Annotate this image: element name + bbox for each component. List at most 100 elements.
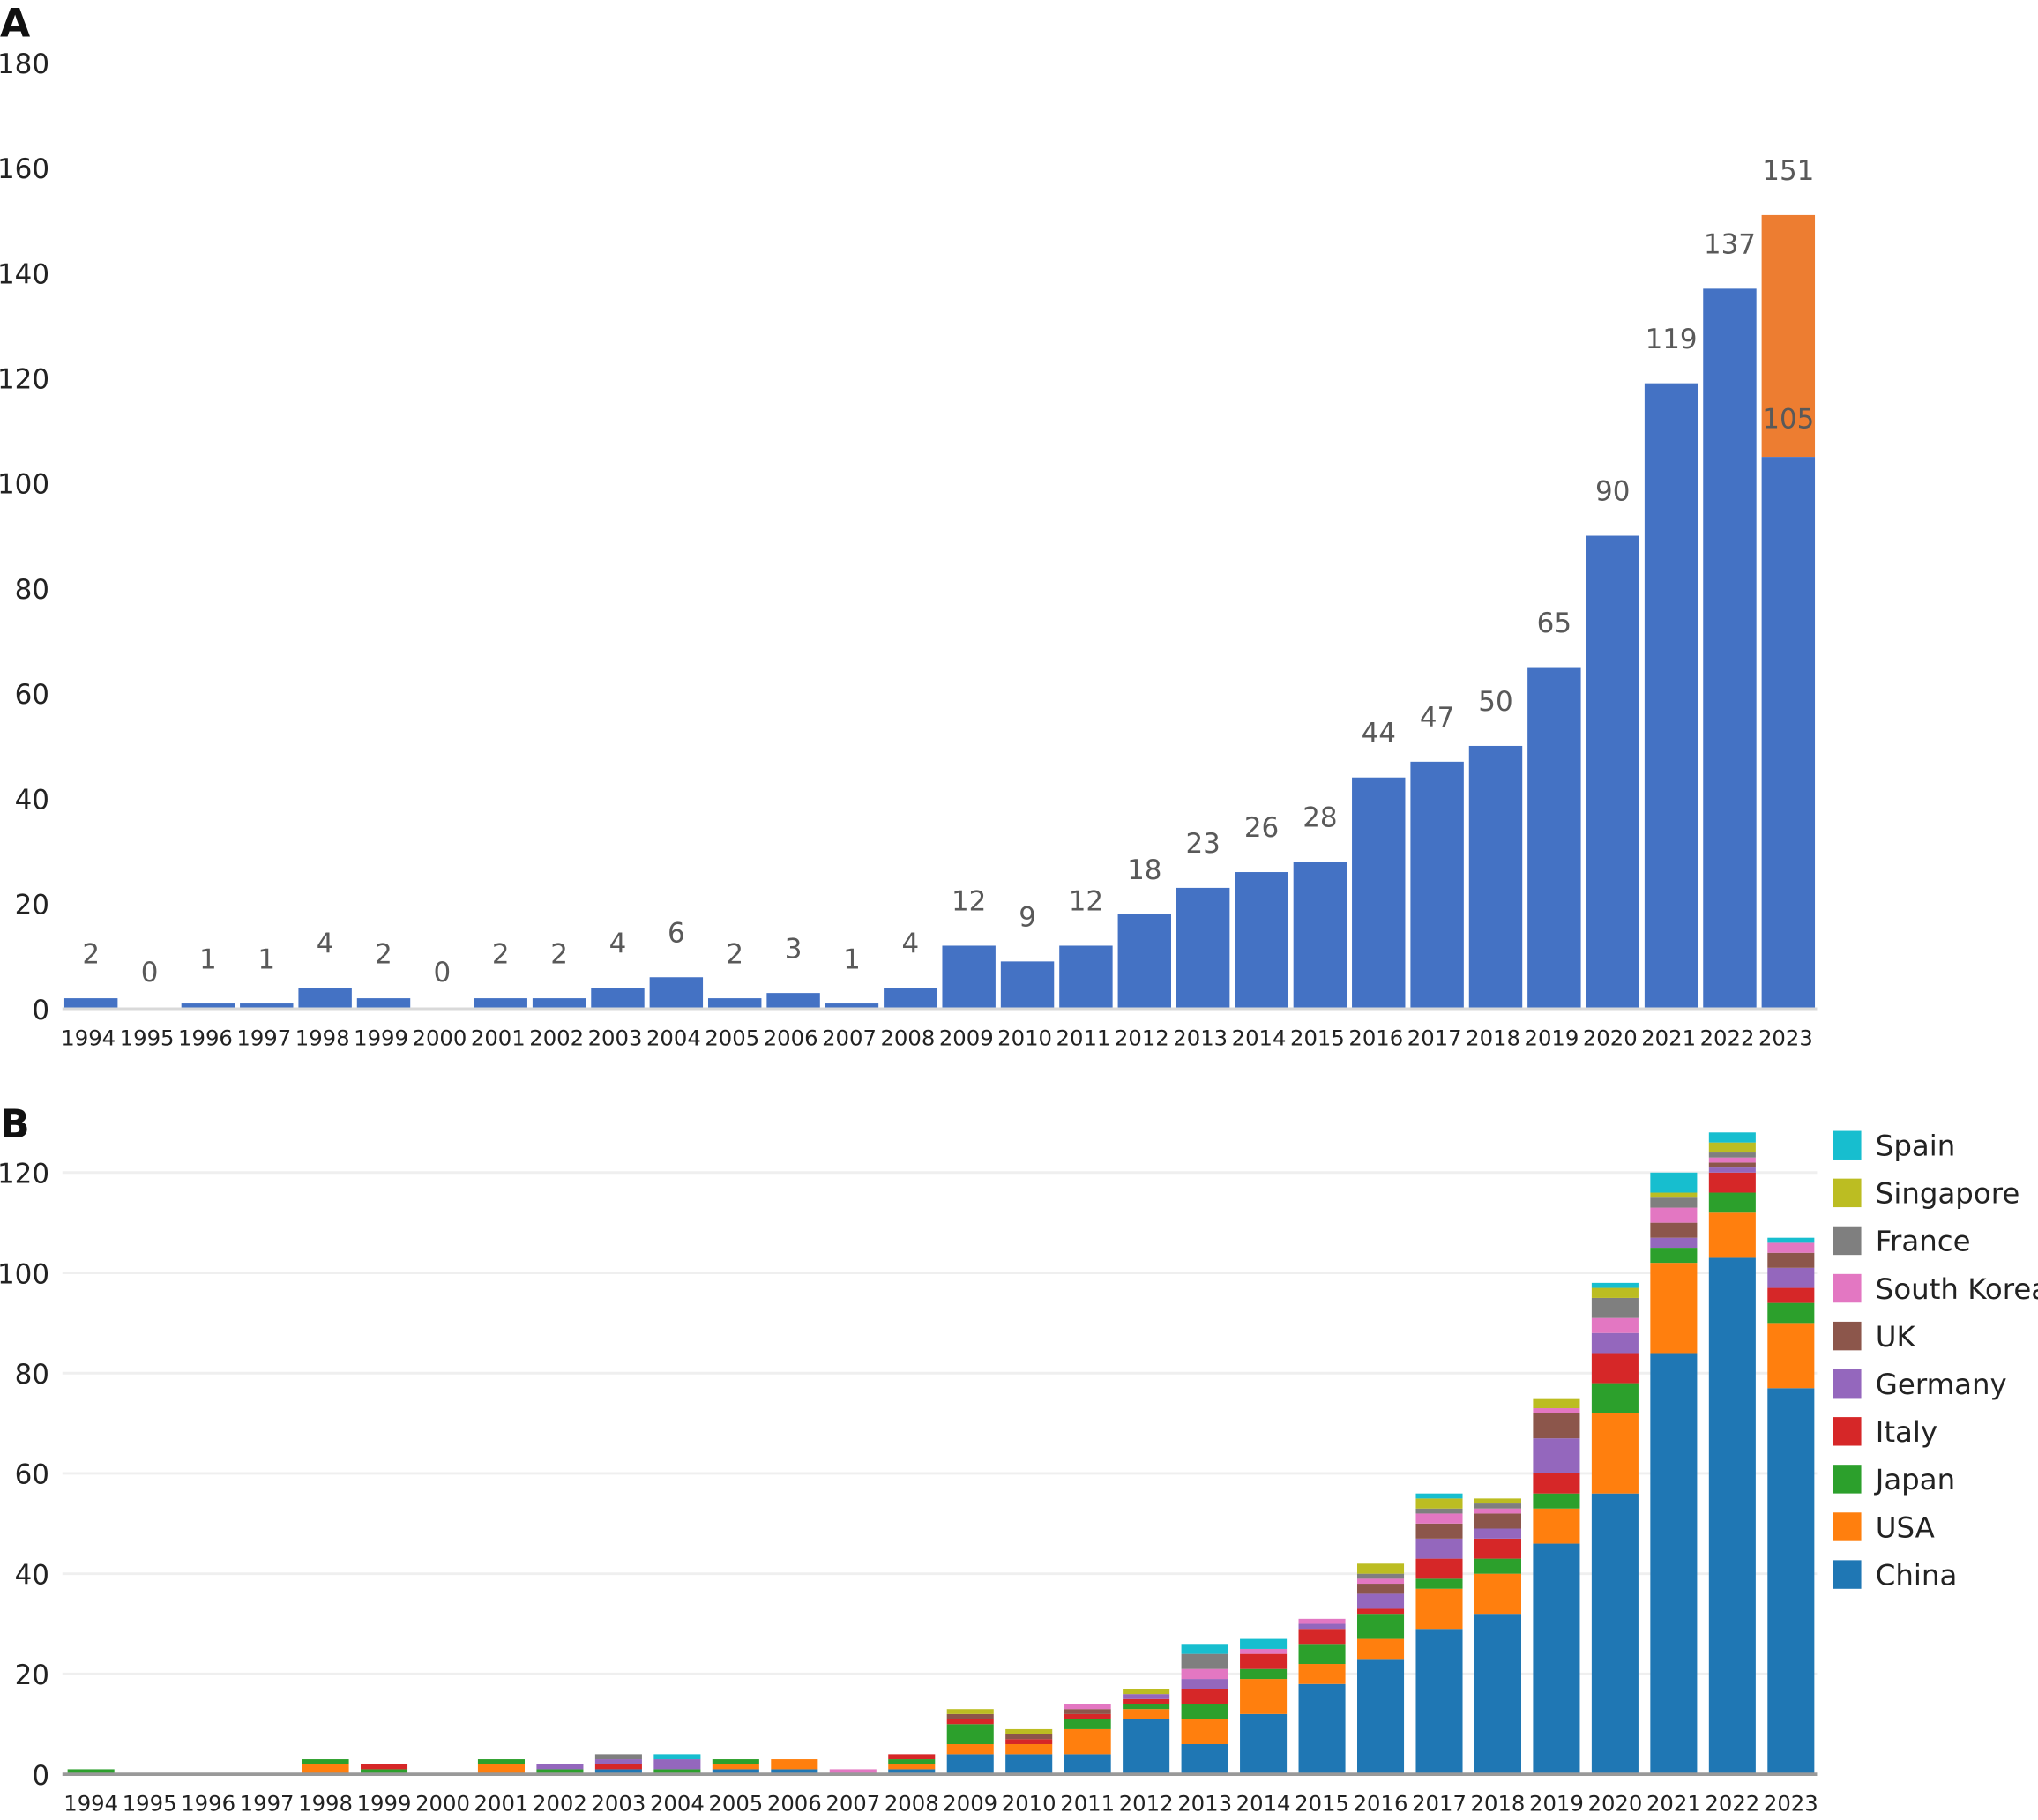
bar-segment-germany	[1708, 1167, 1756, 1173]
legend: Spain Singapore France South Korea UK Germany…	[1833, 1130, 2038, 1592]
bar-segment-germany	[1181, 1679, 1228, 1689]
bar-segment-usa	[1356, 1638, 1405, 1660]
legend-label: Spain	[1876, 1130, 1956, 1163]
x-tick-label: 2016	[1354, 1790, 1408, 1816]
bar-segment-south-korea	[1591, 1317, 1639, 1333]
bar-segment-germany	[1591, 1332, 1639, 1354]
x-tick-label: 2017	[1412, 1790, 1467, 1816]
x-tick-label: 2002	[533, 1790, 587, 1816]
x-tick-label: 1998	[295, 1025, 350, 1050]
bar-segment-italy	[1181, 1689, 1228, 1704]
y-tick-label: 160	[0, 153, 49, 185]
bar	[884, 988, 937, 1010]
x-tick-label: 2018	[1471, 1790, 1526, 1816]
bar-segment-uk	[1474, 1513, 1521, 1529]
bar-segment-spain	[1415, 1493, 1463, 1499]
bar-segment-japan	[946, 1724, 994, 1744]
x-tick-label: 2010	[997, 1025, 1052, 1050]
data-label: 65	[1537, 608, 1571, 639]
bar-segment-italy	[1415, 1558, 1463, 1579]
y-tick-label: 60	[15, 679, 49, 711]
x-tick-label: 2005	[708, 1790, 763, 1816]
data-label: 4	[901, 928, 919, 959]
bar	[1059, 945, 1113, 1010]
bar-segment-japan	[1240, 1668, 1288, 1680]
bar-segment-japan	[1767, 1302, 1815, 1324]
x-tick-label: 2012	[1115, 1025, 1169, 1050]
bar	[591, 988, 645, 1010]
bar-segment-germany	[653, 1759, 701, 1770]
bar	[942, 945, 996, 1010]
data-label: 1	[199, 944, 217, 975]
x-tick-label: 2018	[1466, 1025, 1520, 1050]
bar-segment-china	[1240, 1713, 1288, 1775]
bar-segment-usa	[1591, 1413, 1639, 1494]
data-label: 151	[1762, 155, 1814, 187]
y-tick-label: 140	[0, 258, 49, 290]
bar	[707, 998, 762, 1010]
bar-segment-italy	[1767, 1287, 1815, 1303]
bar-segment-usa	[477, 1764, 525, 1775]
bar-segment-france	[1708, 1152, 1756, 1158]
data-label: 47	[1420, 702, 1454, 734]
y-tick-label: 0	[32, 1760, 49, 1792]
x-tick-label: 2015	[1295, 1790, 1349, 1816]
panel-label-b: B	[0, 1102, 30, 1147]
bar	[649, 977, 704, 1010]
bar-segment-germany	[1474, 1528, 1521, 1539]
x-tick-label: 1996	[181, 1790, 235, 1816]
x-tick-label: 1998	[298, 1790, 353, 1816]
bar-segment-japan	[1064, 1719, 1111, 1729]
data-label: 12	[952, 886, 986, 918]
bar-segment-usa	[1415, 1588, 1463, 1630]
bar-segment-usa	[1005, 1743, 1053, 1755]
bar-segment-japan	[1650, 1248, 1698, 1264]
bar-segment-south-korea	[1181, 1668, 1228, 1680]
legend-swatch	[1833, 1417, 1862, 1446]
panel-label-a: A	[0, 2, 30, 47]
data-label: 4	[317, 928, 334, 959]
bar-segment-south-korea	[1356, 1578, 1405, 1585]
bar-segment-china	[712, 1769, 759, 1775]
bar-segment-uk	[1415, 1523, 1463, 1539]
bar-segment-japan	[1356, 1614, 1405, 1639]
x-tick-label: 2015	[1290, 1025, 1345, 1050]
legend-swatch	[1833, 1321, 1862, 1351]
data-label: 1	[843, 944, 861, 975]
x-tick-label: 2016	[1348, 1025, 1403, 1050]
bar-segment-japan	[1298, 1644, 1346, 1665]
bar-segment-japan	[1181, 1704, 1228, 1719]
bar-segment-singapore	[1650, 1192, 1698, 1198]
bar-segment-china	[1591, 1493, 1639, 1775]
bar-segment-south-korea	[1415, 1513, 1463, 1524]
x-tick-label: 2008	[880, 1025, 935, 1050]
bar-segment-germany	[1533, 1438, 1580, 1473]
data-label: 2	[82, 938, 100, 970]
bar-segment-china	[1767, 1388, 1815, 1775]
legend-swatch	[1833, 1465, 1862, 1494]
x-tick-label: 2011	[1056, 1025, 1111, 1050]
y-tick-label: 120	[0, 1159, 49, 1190]
bar	[1586, 535, 1639, 1010]
data-label: 28	[1303, 802, 1337, 833]
bar-segment-japan	[1474, 1558, 1521, 1574]
bar-segment-china	[1298, 1683, 1346, 1775]
bar-segment-uk	[1767, 1252, 1815, 1268]
bar	[1644, 383, 1698, 1010]
legend-label: Italy	[1876, 1415, 1937, 1449]
bar-segment-usa	[1181, 1719, 1228, 1744]
data-label: 23	[1185, 828, 1220, 860]
bar-segment-uk	[1708, 1162, 1756, 1168]
x-tick-label: 1996	[178, 1025, 233, 1050]
bar-segment-uk	[1005, 1734, 1053, 1740]
data-label: 90	[1595, 476, 1630, 508]
bar-segment-italy	[1064, 1713, 1111, 1719]
bar-segment-china	[888, 1769, 936, 1775]
legend-label: Japan	[1874, 1463, 1955, 1496]
bar	[532, 998, 586, 1010]
bar-segment-italy	[1356, 1608, 1405, 1615]
bar-segment-japan	[712, 1759, 759, 1764]
bar-segment-germany	[594, 1759, 642, 1764]
bar	[1527, 667, 1581, 1010]
bar-segment-spain	[1767, 1237, 1815, 1243]
